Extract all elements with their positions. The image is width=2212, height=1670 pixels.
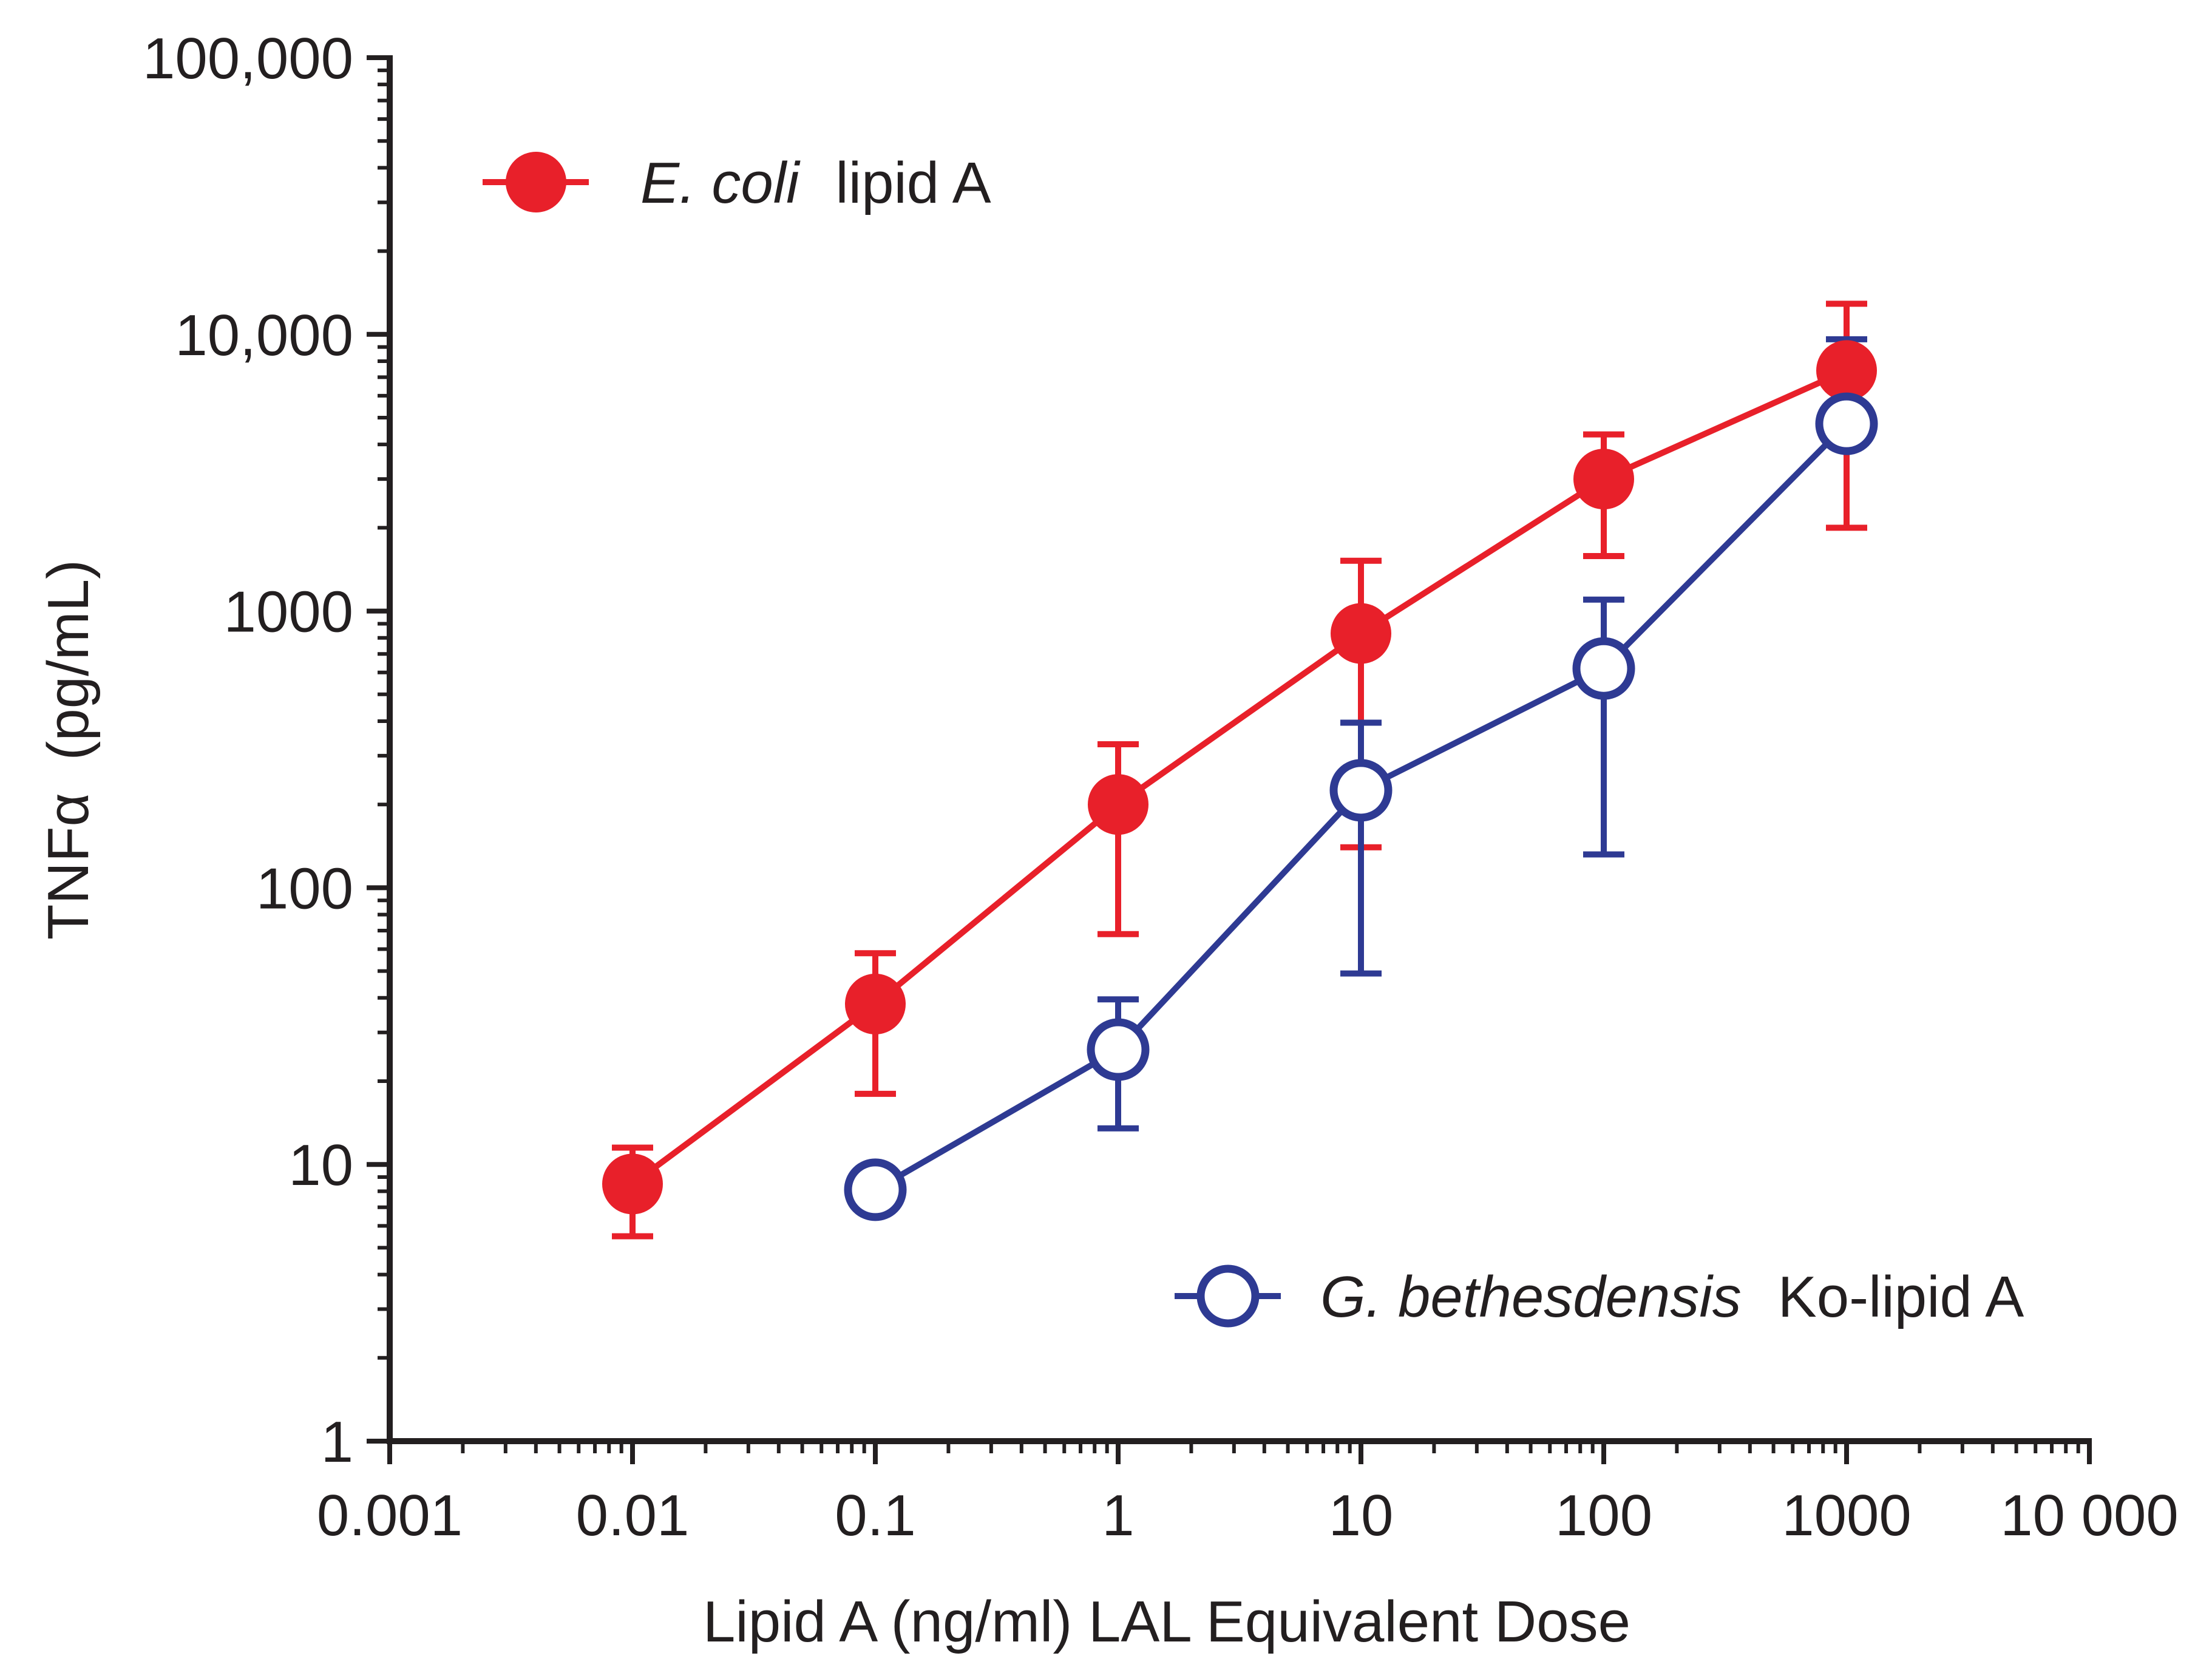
legend-label-species: E. coli xyxy=(640,151,801,216)
x-tick-label: 10 xyxy=(1329,1483,1394,1548)
data-point-open xyxy=(1087,1018,1150,1081)
data-point-open xyxy=(1815,392,1878,455)
y-tick-label: 10 xyxy=(288,1133,353,1198)
x-tick-label: 1000 xyxy=(1782,1483,1912,1548)
data-point-filled xyxy=(602,1153,663,1215)
x-tick-label: 0.01 xyxy=(576,1483,690,1548)
y-tick-label: 100 xyxy=(256,856,353,921)
data-point-open xyxy=(1329,759,1393,822)
x-tick-label: 100 xyxy=(1555,1483,1652,1548)
y-tick-label: 1 xyxy=(321,1410,353,1475)
y-axis-title: TNFα (pg/mL) xyxy=(36,560,101,940)
x-axis-title: Lipid A (ng/ml) LAL Equivalent Dose xyxy=(703,1589,1630,1654)
data-point-filled xyxy=(1573,449,1634,510)
x-tick-label: 0.001 xyxy=(317,1483,463,1548)
data-point-filled xyxy=(1088,774,1148,835)
legend: E. coli lipid A G. bethesdensis Ko-lipid A xyxy=(483,151,2024,1329)
legend-marker-open xyxy=(1196,1264,1260,1328)
x-tick-label: 0.1 xyxy=(835,1483,915,1548)
legend-label-species: G. bethesdensis xyxy=(1320,1264,1742,1329)
data-point-filled xyxy=(845,973,906,1034)
data-point-open xyxy=(1572,637,1635,700)
x-tick-label: 1 xyxy=(1102,1483,1134,1548)
axes xyxy=(367,55,2092,1464)
series-lines xyxy=(631,367,1849,1193)
data-point-open xyxy=(844,1158,907,1221)
legend-label-suffix: lipid A xyxy=(835,151,991,216)
y-tick-label: 1000 xyxy=(223,580,353,645)
data-point-filled xyxy=(1816,340,1877,401)
y-tick-label: 10,000 xyxy=(175,303,353,368)
data-point-filled xyxy=(1331,603,1391,664)
x-tick-label: 10 000 xyxy=(2000,1483,2179,1548)
axis-labels: 1 10 100 1000 10,000 100,000 0.001 0.01 0.1 1 10 10… xyxy=(36,26,2179,1654)
series-line xyxy=(631,367,1848,1187)
legend-marker-filled xyxy=(506,152,566,212)
legend-label: E. coli lipid A xyxy=(640,151,991,216)
data-points xyxy=(602,340,1878,1221)
y-tick-label: 100,000 xyxy=(143,26,353,91)
legend-label: G. bethesdensis Ko-lipid A xyxy=(1320,1264,2024,1329)
legend-label-suffix: Ko-lipid A xyxy=(1778,1264,2024,1329)
